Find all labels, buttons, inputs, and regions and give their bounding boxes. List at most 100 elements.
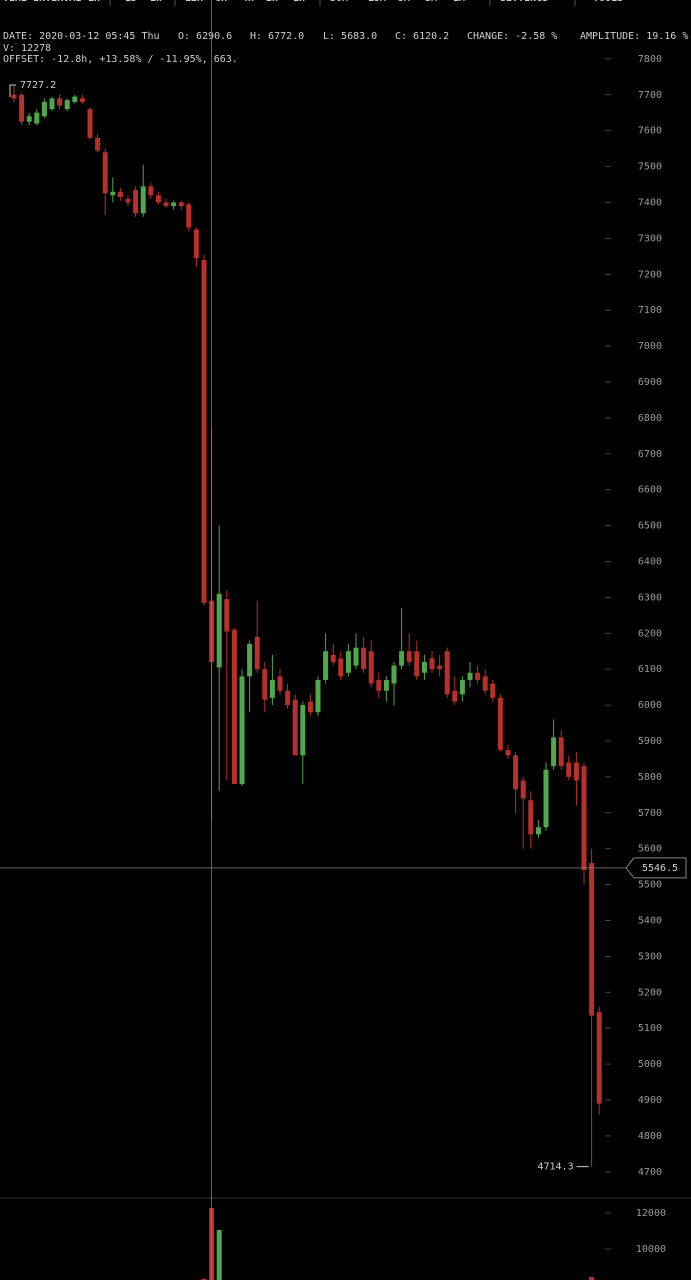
candle-body [102, 152, 108, 194]
y-tick-label: 5600 [638, 844, 662, 855]
y-tick-label: 7600 [638, 126, 662, 137]
candle-body [95, 137, 101, 151]
candle-body [186, 204, 192, 228]
candle-body [353, 647, 359, 666]
candle-body [368, 651, 374, 684]
toolbar-item: 1H [293, 0, 305, 4]
y-tick-label: 7500 [638, 162, 662, 173]
toolbar-item: 1D [125, 0, 137, 4]
y-tick-label: 5900 [638, 736, 662, 747]
candle-body [239, 676, 245, 785]
toolbar-item: SETTINGS [500, 0, 548, 4]
y-tick-label: 4900 [638, 1095, 662, 1106]
y-tick-label: 6300 [638, 592, 662, 603]
candle-body [421, 662, 427, 673]
candle-body [513, 755, 519, 790]
y-tick-label: 5200 [638, 987, 662, 998]
candle-body [64, 100, 70, 110]
y-tick-label: 6000 [638, 700, 662, 711]
info-low: L: 5683.0 [323, 31, 377, 42]
candle-body [558, 737, 564, 767]
candle-body [133, 189, 139, 214]
candle-body [19, 94, 25, 122]
info-change: CHANGE: -2.58 % [467, 31, 557, 42]
candle-body [125, 198, 131, 203]
candle-body [399, 651, 405, 666]
candle-body [140, 186, 146, 214]
volume-tick-label: 10000 [636, 1244, 666, 1255]
y-tick-label: 7200 [638, 269, 662, 280]
high-marker-arrow [9, 84, 16, 98]
crosshair-label: 5546.5 [642, 863, 678, 874]
candle-body [285, 690, 291, 706]
crosshair-label-box [625, 857, 687, 879]
candle-body [41, 101, 47, 117]
y-tick-label: 5000 [638, 1059, 662, 1070]
volume-bar [216, 1229, 222, 1280]
y-tick-label: 7100 [638, 305, 662, 316]
y-tick-label: 5100 [638, 1023, 662, 1034]
candle-body [148, 186, 154, 196]
candle-body [444, 651, 450, 695]
candle-body [414, 651, 420, 677]
y-tick-label: 6200 [638, 628, 662, 639]
toolbar-item: 1H [88, 0, 100, 4]
info-volume: V: 12278 [3, 43, 51, 54]
candle-body [376, 679, 382, 691]
candle-body [87, 109, 93, 138]
toolbar-item: 5M [398, 0, 410, 4]
y-tick-label: 7000 [638, 341, 662, 352]
candle-body [155, 195, 161, 203]
candle-body [551, 737, 557, 767]
candle-body [110, 191, 116, 196]
candle-body [475, 672, 481, 680]
candle-body [345, 651, 351, 673]
candle-body [247, 644, 253, 677]
y-tick-label: 5400 [638, 915, 662, 926]
candle-body [307, 701, 313, 713]
high-marker: 7727.2 [20, 80, 56, 91]
candle-body [57, 98, 63, 106]
y-tick-label: 6500 [638, 521, 662, 532]
candle-body [437, 665, 443, 670]
candle-body [330, 654, 336, 663]
info-amplitude: AMPLITUDE: 19.16 % [580, 31, 688, 42]
candle-body [277, 676, 283, 691]
info-date: DATE: 2020-03-12 05:45 Thu [3, 31, 160, 42]
candle-body [26, 116, 32, 122]
candle-body [535, 827, 541, 835]
candle-body [467, 672, 473, 680]
toolbar-item: 3M [425, 0, 437, 4]
candle-body [163, 202, 169, 207]
toolbar-item: 30M [330, 0, 348, 4]
volume-bar [589, 1276, 595, 1280]
candle-body [505, 749, 511, 756]
candle-body [490, 683, 496, 698]
candle-body [581, 766, 587, 871]
y-tick-label: 7700 [638, 90, 662, 101]
y-tick-label: 6700 [638, 449, 662, 460]
candle-body [323, 651, 329, 680]
y-tick-label: 4700 [638, 1167, 662, 1178]
candle-body [262, 669, 268, 700]
y-tick-label: 6800 [638, 413, 662, 424]
candle-body [49, 98, 55, 110]
candle-body [429, 658, 435, 670]
candle-body [497, 697, 503, 750]
candle-body [482, 676, 488, 691]
candle-body [383, 679, 389, 691]
candle-body [254, 636, 260, 670]
y-tick-label: 7300 [638, 233, 662, 244]
info-open: O: 6290.6 [178, 31, 232, 42]
candle-body [178, 202, 184, 207]
y-tick-label: 6900 [638, 377, 662, 388]
candle-body [292, 699, 298, 756]
toolbar-item: TOOLS [593, 0, 623, 4]
candle-body [72, 96, 78, 102]
volume-bar [201, 1278, 207, 1280]
y-tick-label: 5500 [638, 880, 662, 891]
candle-body [452, 690, 458, 702]
y-tick-label: 5300 [638, 951, 662, 962]
